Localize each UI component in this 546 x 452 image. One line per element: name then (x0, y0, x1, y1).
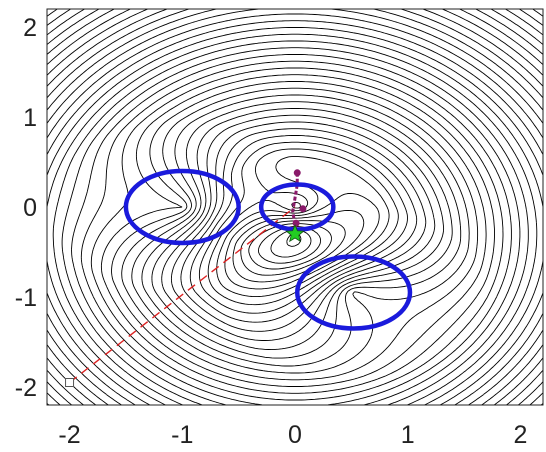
contour-line (47, 9, 543, 405)
obstacles-layer (123, 168, 413, 331)
obstacle-circle (295, 254, 413, 331)
trajectory-point (292, 219, 300, 227)
contour-lines (47, 9, 543, 405)
y-tick-label: -1 (15, 284, 37, 312)
trajectory-point (299, 205, 307, 213)
y-tick-label: 0 (23, 194, 37, 222)
contour-line (141, 101, 462, 367)
x-tick-label: 1 (401, 421, 415, 449)
goal-star-marker (285, 223, 305, 243)
contour-line (216, 156, 390, 298)
y-tick-label: 2 (23, 14, 37, 42)
contour-line (47, 33, 543, 405)
obstacle-circle (123, 168, 241, 246)
contour-line (100, 74, 495, 394)
contour-line (71, 54, 521, 405)
contour-line (47, 9, 543, 405)
contour-line (47, 9, 543, 45)
x-tick-label: 2 (514, 421, 528, 449)
contour-line (47, 9, 543, 405)
straight-path-line (69, 206, 296, 384)
contour-line (111, 81, 487, 387)
contour-line (189, 135, 418, 323)
trajectory-point (293, 169, 301, 177)
contour-line (47, 9, 543, 405)
contour-line (198, 141, 408, 314)
y-tick-label: -2 (15, 374, 37, 402)
contour-line (47, 27, 543, 405)
contour-line (47, 9, 543, 36)
contour-line (180, 128, 427, 332)
contour-line (151, 108, 453, 359)
markers-layer (65, 169, 307, 387)
contour-line (47, 20, 543, 405)
plot-frame (46, 8, 544, 406)
contour-line (52, 40, 538, 405)
contour-line (161, 114, 445, 351)
y-tick-label: 1 (23, 104, 37, 132)
contour-line (61, 47, 529, 405)
x-tick-label: 0 (288, 421, 302, 449)
x-tick-label: -2 (58, 421, 80, 449)
contour-line (121, 87, 479, 381)
contour-line (90, 67, 504, 401)
x-tick-label: -1 (171, 421, 193, 449)
start-marker (65, 378, 75, 387)
contour-line (80, 60, 512, 405)
contour-line (170, 121, 436, 341)
contour-line (47, 9, 543, 405)
